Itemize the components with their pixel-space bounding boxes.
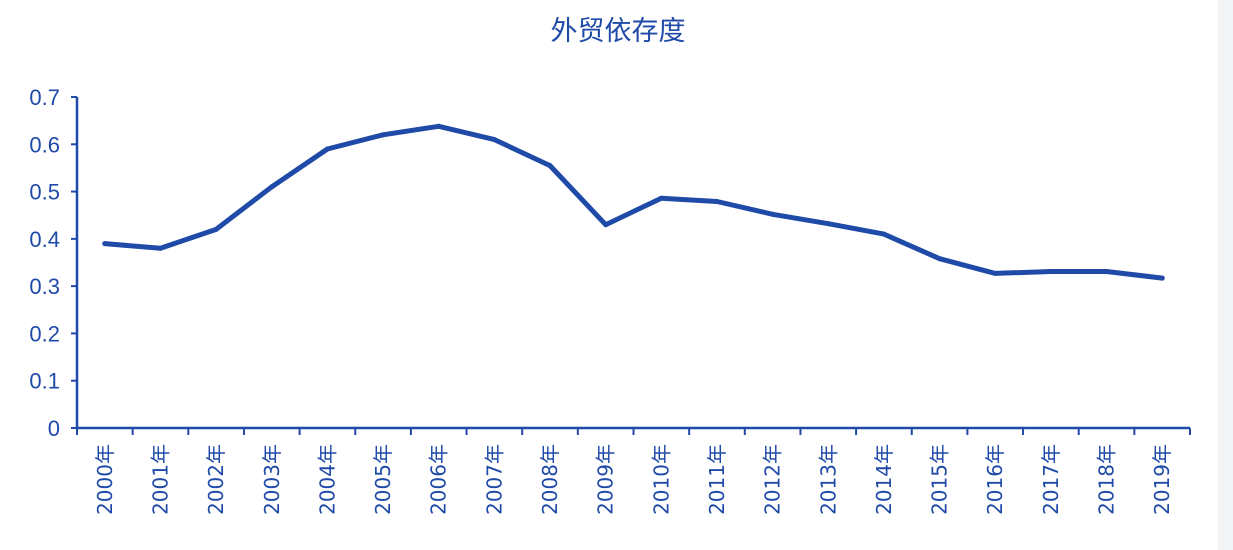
data-point bbox=[770, 211, 776, 217]
data-point bbox=[1048, 269, 1054, 274]
data-point bbox=[491, 137, 497, 143]
x-tick-label: 2012年 bbox=[761, 444, 785, 515]
data-point bbox=[1104, 269, 1109, 274]
y-tick-label: 0.2 bbox=[29, 321, 60, 346]
x-tick-label: 2006年 bbox=[427, 444, 451, 515]
data-point bbox=[992, 270, 998, 276]
y-tick-label: 0.3 bbox=[29, 274, 60, 299]
x-tick-label: 2008年 bbox=[538, 444, 562, 515]
data-point bbox=[102, 241, 108, 247]
y-axis: 0 0.1 0.2 0.3 0.4 0.5 0.6 0.7 bbox=[29, 85, 79, 441]
data-point bbox=[658, 195, 664, 201]
data-point bbox=[269, 184, 275, 190]
data-point bbox=[158, 245, 163, 251]
x-tick-label: 2017年 bbox=[1039, 444, 1063, 515]
x-tick-label: 2000年 bbox=[93, 444, 117, 515]
x-tick-label: 2004年 bbox=[315, 444, 339, 515]
x-tick-label: 2002年 bbox=[204, 444, 228, 515]
data-point bbox=[380, 132, 386, 138]
data-point bbox=[603, 222, 609, 228]
x-tick-label: 2013年 bbox=[816, 444, 840, 515]
data-point bbox=[547, 163, 553, 169]
y-tick-label: 0 bbox=[48, 416, 60, 441]
data-point bbox=[1159, 275, 1165, 281]
x-tick-label: 2003年 bbox=[260, 444, 284, 515]
data-point bbox=[937, 256, 943, 262]
x-tick-label: 2007年 bbox=[482, 444, 506, 515]
data-point bbox=[881, 231, 887, 237]
scrollbar-track bbox=[1218, 0, 1233, 550]
y-tick-label: 0.7 bbox=[29, 85, 60, 110]
data-series bbox=[102, 123, 1165, 281]
x-tick-label: 2016年 bbox=[983, 444, 1007, 515]
y-tick-label: 0.4 bbox=[29, 227, 60, 252]
x-tick-label: 2014年 bbox=[872, 444, 896, 515]
x-tick-label: 2011年 bbox=[705, 444, 729, 515]
x-axis: 2000年 2001年 2002年 2003年 2004年 2005年 2006年 2007年… bbox=[76, 426, 1191, 515]
x-tick-label: 2005年 bbox=[371, 444, 395, 515]
x-tick-label: 2018年 bbox=[1095, 444, 1119, 515]
x-tick-label: 2009年 bbox=[594, 444, 618, 515]
y-tick-label: 0.6 bbox=[29, 132, 60, 157]
y-tick-label: 0.5 bbox=[29, 180, 60, 205]
series-line bbox=[102, 123, 1165, 281]
data-point bbox=[436, 123, 442, 129]
data-point bbox=[213, 226, 219, 232]
data-point bbox=[324, 146, 330, 152]
x-tick-label: 2010年 bbox=[649, 444, 673, 515]
data-point bbox=[825, 221, 831, 227]
x-tick-label: 2001年 bbox=[148, 444, 172, 515]
y-tick-label: 0.1 bbox=[29, 369, 60, 394]
data-point bbox=[714, 199, 720, 204]
chart-title: 外贸依存度 bbox=[551, 16, 686, 47]
x-tick-label: 2019年 bbox=[1150, 444, 1174, 515]
x-tick-label: 2015年 bbox=[928, 444, 952, 515]
